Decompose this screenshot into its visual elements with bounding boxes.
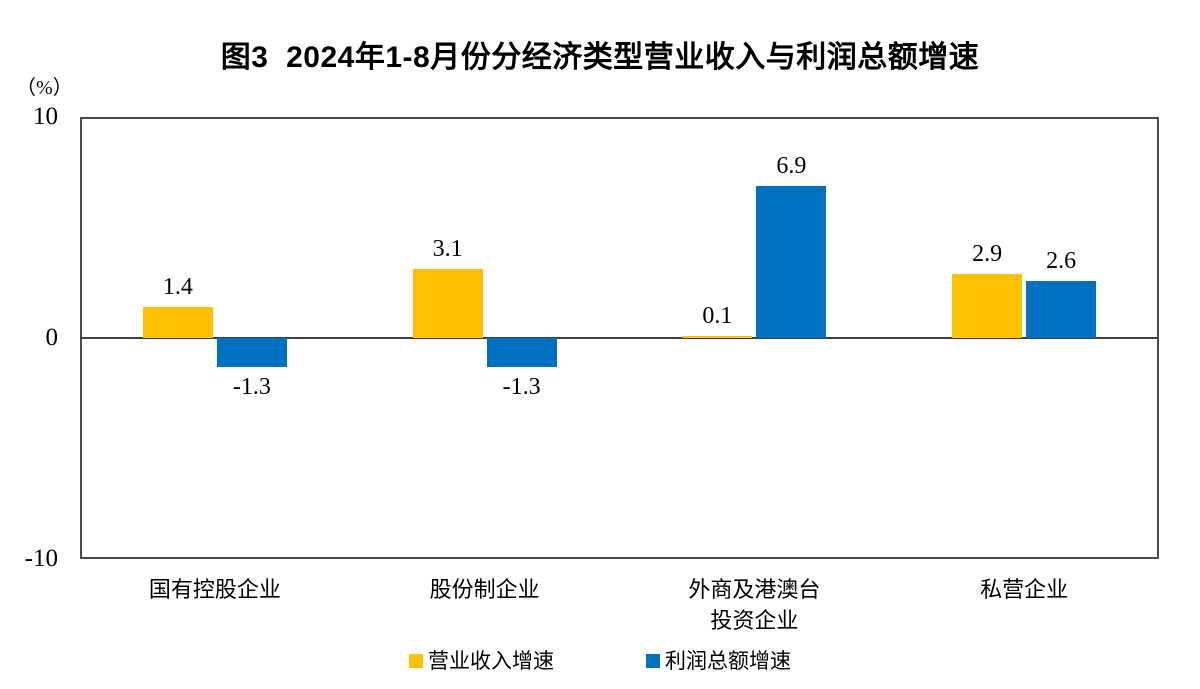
bar-profit (756, 185, 827, 338)
legend-label: 利润总额增速 (665, 649, 791, 673)
bar-revenue (952, 273, 1023, 338)
y-axis-tick-label: 10 (33, 103, 58, 130)
x-axis-category-label: 股份制企业 (429, 577, 540, 602)
bar-value-label: 2.9 (972, 240, 1003, 267)
bar-revenue (142, 307, 213, 338)
x-axis-category-label: 私营企业 (980, 577, 1069, 602)
x-axis-category-label: 外商及港澳台 投资企业 (688, 577, 821, 633)
bar-profit (216, 338, 287, 367)
bar-profit (486, 338, 557, 367)
bar-revenue (682, 335, 753, 338)
bar-value-label: -1.3 (232, 373, 271, 400)
bar-revenue (412, 269, 483, 338)
legend-item-revenue: 营业收入增速 (409, 648, 554, 674)
legend-swatch-icon (646, 654, 660, 668)
bar-profit (1026, 280, 1097, 338)
bar-value-label: 0.1 (702, 302, 733, 329)
chart-title: 图3 2024年1-8月份分经济类型营业收入与利润总额增速 (220, 41, 980, 74)
zero-axis-line (80, 337, 1159, 339)
bar-value-label: 2.6 (1046, 247, 1077, 274)
legend-label: 营业收入增速 (428, 649, 554, 673)
bar-value-label: 1.4 (162, 274, 193, 301)
chart-legend: 营业收入增速 利润总额增速 (0, 648, 1200, 674)
y-axis-unit-label: （%） (16, 77, 73, 99)
y-axis-tick-label: 0 (45, 324, 59, 351)
y-axis-tick-label: -10 (24, 545, 58, 572)
bar-value-label: 6.9 (776, 152, 807, 179)
bar-value-label: -1.3 (502, 373, 541, 400)
bar-value-label: 3.1 (432, 236, 463, 263)
legend-swatch-icon (409, 654, 423, 668)
x-axis-category-label: 国有控股企业 (148, 577, 281, 602)
legend-item-profit: 利润总额增速 (646, 648, 791, 674)
